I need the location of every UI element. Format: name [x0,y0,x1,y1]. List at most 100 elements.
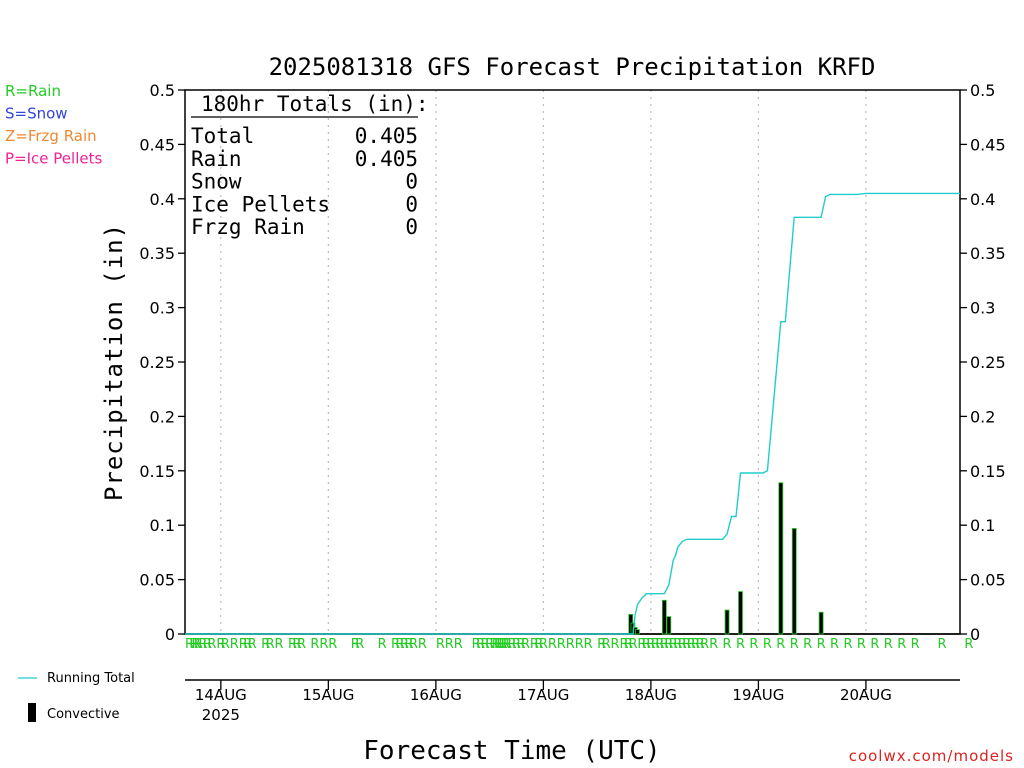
ptype-marker-rain: R [534,637,543,652]
ptype-marker-rain: R [319,637,328,652]
ptype-marker-rain: R [454,637,463,652]
y-tick-label-left: 0.15 [139,462,175,481]
ptype-marker-rain: R [230,637,239,652]
y-tick-label-left: 0.05 [139,571,175,590]
x-year-label: 2025 [202,706,240,724]
ptype-marker-rain: R [490,637,499,652]
ptype-marker-rain: R [503,637,512,652]
y-tick-label-left: 0.35 [139,244,175,263]
y-tick-label-right: 0.3 [970,299,995,318]
y-tick-label-right: 0.45 [970,135,1006,154]
ptype-key-entry: S=Snow [5,105,68,123]
convective-bar [791,528,797,635]
ptype-marker-rain: R [566,637,575,652]
ptype-marker-rain: R [624,637,633,652]
ptype-marker-rain: R [575,637,584,652]
ptype-marker-rain: R [660,637,669,652]
ptype-marker-rain: R [436,637,445,652]
convective-bars [628,482,824,635]
ptype-marker-rain: R [696,637,705,652]
y-tick-label-right: 0.5 [970,81,995,100]
ptype-marker-rain: R [239,637,248,652]
ptype-marker-rain: R [418,637,427,652]
ptype-marker-rain: R [266,637,275,652]
running-total-series [185,192,960,635]
ptype-marker-rain: R [749,637,758,652]
ptype-marker-rain: R [655,637,664,652]
totals-row-label: Ice Pellets [191,192,330,216]
ptype-marker-rain: R [194,637,203,652]
chart-title: 2025081318 GFS Forecast Precipitation KR… [269,53,876,81]
convective-bar [635,629,640,635]
y-tick-label-right: 0.4 [970,190,995,209]
y-tick-label-right: 0.35 [970,244,1006,263]
ptype-marker-rain: R [938,637,947,652]
x-tick-label: 17AUG [517,686,569,704]
totals-row-value: 0 [405,215,418,239]
ptype-marker-rain: R [843,637,852,652]
totals-row-label: Snow [191,170,242,194]
running-total-line [185,192,960,635]
y-tick-label-right: 0.25 [970,353,1006,372]
ptype-marker-rain: R [445,637,454,652]
ptype-marker-rain: R [682,637,691,652]
ptype-marker-rain: R [512,637,521,652]
ptype-marker-rain: R [646,637,655,652]
y-tick-label-right: 0.2 [970,407,995,426]
ptype-marker-rain: R [499,637,508,652]
totals-row-label: Total [191,124,254,148]
ptype-marker-rain: R [651,637,660,652]
ptype-marker-rain: R [404,637,413,652]
y-axis-label: Precipitation (in) [100,223,128,501]
ptype-marker-rain: R [476,637,485,652]
totals-row-value: 0.405 [355,124,418,148]
ptype-marker-rain: R [494,637,503,652]
credit-link: coolwx.com/models [849,747,1014,765]
y-tick-label-left: 0.5 [150,81,175,100]
x-tick-label: 20AUG [840,686,892,704]
ptype-marker-rain: R [602,637,611,652]
y-tick-label-right: 0.05 [970,571,1006,590]
y-tick-label-left: 0 [165,625,175,644]
ptype-marker-rain: R [400,637,409,652]
ptype-marker-rain: R [492,637,501,652]
y-tick-label-right: 0.15 [970,462,1006,481]
ptype-marker-rain: R [723,637,732,652]
ptype-marker-rain: R [911,637,920,652]
ptype-marker-rain: R [496,637,505,652]
ptype-marker-rain: R [248,637,257,652]
grid-lines [220,90,867,634]
ptype-key-entry: P=Ice Pellets [5,150,102,168]
ptype-marker-rain: R [481,637,490,652]
x-tick-label: 19AUG [732,686,784,704]
ptype-marker-rain: R [619,637,628,652]
ptype-marker-rain: R [664,637,673,652]
legend-convective-swatch [28,703,36,722]
x-axis-label: Forecast Time (UTC) [363,736,660,766]
ptype-marker-rain: R [472,637,481,652]
ptype-marker-rain: R [310,637,319,652]
ptype-marker-rain: R [700,637,709,652]
ptype-marker-rain: R [192,637,201,652]
ptype-marker-rain: R [485,637,494,652]
ptype-marker-rain: R [207,637,216,652]
ptype-marker-rain: R [673,637,682,652]
ptype-marker-rain: R [884,637,893,652]
ptype-marker-rain: R [378,637,387,652]
ptype-marker-rain: R [203,637,212,652]
ptype-marker-rain: R [597,637,606,652]
y-tick-label-right: 0 [970,625,980,644]
ptype-marker-rain: R [391,637,400,652]
convective-bar [778,482,784,635]
ptype-marker-rain: R [198,637,207,652]
totals-row-value: 0 [405,192,418,216]
ptype-marker-rain: R [275,637,284,652]
ptype-marker-rain: R [709,637,718,652]
convective-bar [724,609,730,635]
ptype-marker-rain: R [642,637,651,652]
ptype-marker-rain: R [736,637,745,652]
ptype-key-entry: Z=Frzg Rain [5,127,97,145]
ptype-marker-rain: R [221,637,230,652]
